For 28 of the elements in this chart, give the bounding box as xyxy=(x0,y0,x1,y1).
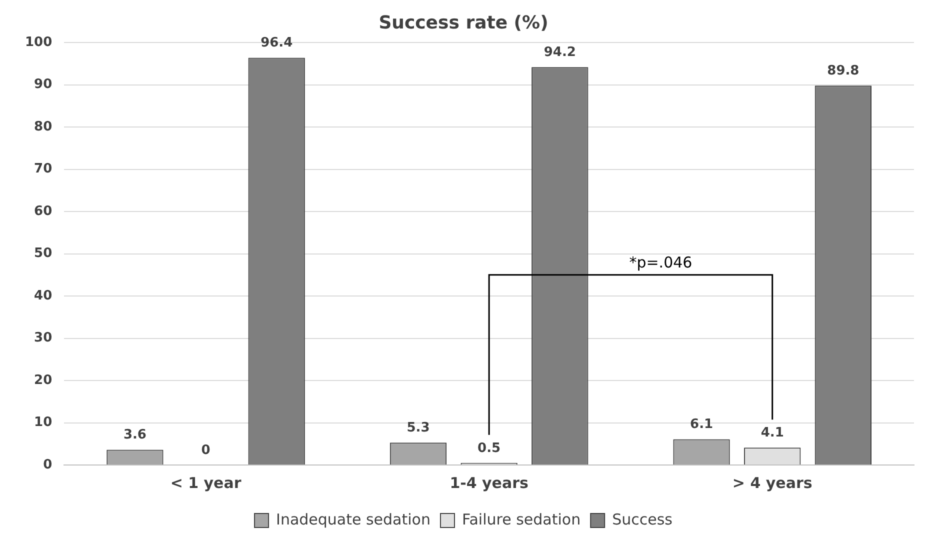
x-tick-label: 1-4 years xyxy=(450,474,528,492)
y-tick-label: 10 xyxy=(34,415,52,430)
data-label: 96.4 xyxy=(260,36,293,51)
y-tick-label: 90 xyxy=(34,77,52,92)
legend-label: Inadequate sedation xyxy=(276,510,430,528)
data-label: 6.1 xyxy=(690,417,714,432)
annotation: *p=.046 xyxy=(629,253,692,272)
data-label: 0 xyxy=(201,442,210,458)
legend-label: Failure sedation xyxy=(462,510,581,528)
data-label: 0.5 xyxy=(478,440,501,456)
chart-title: Success rate (%) xyxy=(378,12,548,34)
x-tick-label: < 1 year xyxy=(170,474,242,492)
y-tick-label: 50 xyxy=(34,246,52,262)
y-tick-label: 0 xyxy=(43,457,52,472)
data-label: 3.6 xyxy=(123,428,146,443)
y-tick-label: 60 xyxy=(34,204,52,219)
y-tick-label: 40 xyxy=(34,288,52,304)
y-tick-label: 100 xyxy=(24,34,52,50)
y-tick-label: 80 xyxy=(34,119,52,134)
legend-label: Success xyxy=(612,510,673,528)
data-label: 89.8 xyxy=(827,64,860,79)
y-tick-label: 70 xyxy=(34,162,52,177)
x-tick-label: > 4 years xyxy=(732,474,812,492)
y-tick-label: 30 xyxy=(34,330,52,346)
data-label: 5.3 xyxy=(406,420,430,436)
data-label: 4.1 xyxy=(760,426,784,441)
data-label: 94.2 xyxy=(544,44,576,60)
y-tick-label: 20 xyxy=(34,372,52,388)
